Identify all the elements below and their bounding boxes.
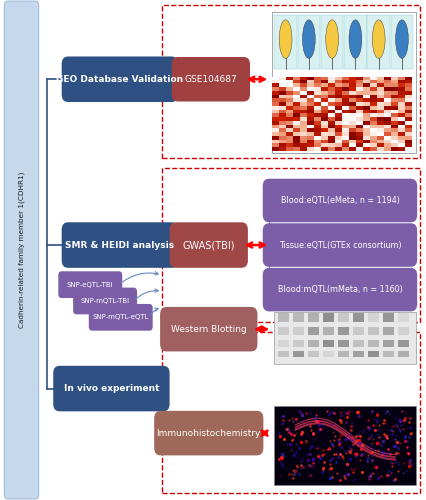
Bar [338, 313, 349, 322]
Bar [368, 15, 390, 69]
Bar [308, 340, 319, 346]
Bar [323, 340, 334, 346]
FancyBboxPatch shape [73, 288, 137, 314]
Bar [368, 340, 379, 346]
Bar [293, 340, 304, 346]
Text: Immunohistochemistry: Immunohistochemistry [157, 428, 261, 438]
FancyBboxPatch shape [170, 222, 248, 268]
Text: Cadherin-related family member 1(CDHR1): Cadherin-related family member 1(CDHR1) [18, 172, 25, 328]
Ellipse shape [396, 20, 409, 59]
Ellipse shape [302, 20, 315, 59]
Text: GSE104687: GSE104687 [184, 75, 237, 84]
Bar [278, 340, 289, 346]
Text: SMR & HEIDI analysis: SMR & HEIDI analysis [65, 240, 175, 250]
Bar [368, 352, 379, 358]
Bar [272, 12, 416, 154]
Text: GWAS(TBI): GWAS(TBI) [182, 240, 235, 250]
Bar [398, 340, 409, 346]
Bar [368, 326, 379, 334]
Bar [293, 326, 304, 334]
Bar [398, 352, 409, 358]
Ellipse shape [326, 20, 339, 59]
Text: GEO Database Validation: GEO Database Validation [56, 75, 184, 84]
Text: Blood:eQTL(eMeta, n = 1194): Blood:eQTL(eMeta, n = 1194) [281, 196, 400, 205]
Bar [323, 313, 334, 322]
Bar [383, 313, 394, 322]
Bar [338, 340, 349, 346]
FancyBboxPatch shape [263, 268, 417, 312]
Bar [383, 352, 394, 358]
Bar [323, 352, 334, 358]
Bar [353, 340, 364, 346]
Bar [162, 332, 420, 492]
Bar [162, 168, 420, 322]
FancyBboxPatch shape [58, 272, 122, 298]
Ellipse shape [279, 20, 292, 59]
Bar [274, 15, 297, 69]
Bar [278, 352, 289, 358]
Text: Western Blotting: Western Blotting [171, 324, 247, 334]
Text: SNP-mQTL-eQTL: SNP-mQTL-eQTL [92, 314, 149, 320]
Bar [293, 313, 304, 322]
Bar [274, 312, 416, 364]
Bar [308, 326, 319, 334]
Bar [353, 352, 364, 358]
FancyBboxPatch shape [53, 366, 170, 412]
FancyBboxPatch shape [62, 222, 178, 268]
Text: SNP-eQTL-TBI: SNP-eQTL-TBI [67, 282, 114, 288]
FancyBboxPatch shape [160, 307, 257, 352]
Ellipse shape [349, 20, 362, 59]
Text: SNP-mQTL-TBI: SNP-mQTL-TBI [81, 298, 130, 304]
Bar [353, 313, 364, 322]
FancyBboxPatch shape [154, 411, 263, 456]
Bar [278, 326, 289, 334]
Bar [391, 15, 413, 69]
Bar [368, 313, 379, 322]
FancyBboxPatch shape [172, 57, 250, 102]
Bar [274, 406, 416, 485]
Bar [398, 326, 409, 334]
Bar [383, 340, 394, 346]
Bar [298, 15, 320, 69]
Bar [398, 313, 409, 322]
FancyBboxPatch shape [89, 304, 153, 330]
Bar [338, 352, 349, 358]
Bar [323, 326, 334, 334]
FancyBboxPatch shape [62, 56, 178, 102]
FancyBboxPatch shape [263, 178, 417, 222]
Bar [308, 352, 319, 358]
Bar [383, 326, 394, 334]
Bar [338, 326, 349, 334]
Text: In vivo experiment: In vivo experiment [63, 384, 159, 393]
Bar [344, 15, 367, 69]
Bar [278, 313, 289, 322]
Bar [293, 352, 304, 358]
Bar [321, 15, 343, 69]
Bar [308, 313, 319, 322]
Ellipse shape [372, 20, 385, 59]
Bar [353, 326, 364, 334]
Text: Tissue:eQTL(GTEx consortium): Tissue:eQTL(GTEx consortium) [279, 240, 401, 250]
FancyBboxPatch shape [263, 224, 417, 267]
Bar [162, 5, 420, 158]
Text: Blood:mQTL(mMeta, n = 1160): Blood:mQTL(mMeta, n = 1160) [278, 285, 402, 294]
FancyBboxPatch shape [4, 1, 39, 499]
